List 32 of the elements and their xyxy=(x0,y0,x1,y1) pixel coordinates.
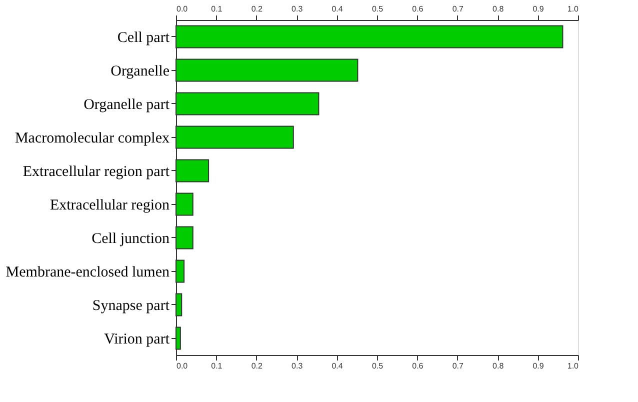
y-tick-label: Organelle part xyxy=(84,96,170,113)
x-tick-label: 0.0 xyxy=(176,362,188,370)
x-tick-label: 1.0 xyxy=(567,362,580,370)
y-tick-label: Synapse part xyxy=(92,298,170,314)
y-tick-label: Organelle xyxy=(110,63,170,80)
x-tick-label: 0.4 xyxy=(332,362,344,370)
x-tick-label: 0.1 xyxy=(211,362,223,370)
x2-tick-label: 1.0 xyxy=(567,4,580,14)
y-tick-label: Extracellular region part xyxy=(22,164,170,180)
x2-tick-label: 0.1 xyxy=(211,4,223,14)
x2-tick-label: 0.3 xyxy=(292,4,304,14)
x2-tick-label: 0.9 xyxy=(532,4,544,14)
x2-tick-label: 0.4 xyxy=(332,4,344,14)
x-tick-label: 0.2 xyxy=(251,362,264,370)
x2-tick-label: 0.5 xyxy=(372,4,384,14)
x-tick-label: 0.8 xyxy=(492,362,504,370)
x2-tick-label: 0.6 xyxy=(412,4,424,14)
y-tick-label: Cell junction xyxy=(92,230,170,247)
x-tick-label: 0.3 xyxy=(292,362,304,370)
x-tick-label: 0.9 xyxy=(532,362,544,370)
x-tick-label: 0.6 xyxy=(412,362,424,370)
y-tick-label: Extracellular region xyxy=(50,197,170,214)
x-tick-label: 0.7 xyxy=(452,362,464,370)
y-tick-label: Membrane-enclosed lumen xyxy=(6,264,170,280)
y-tick-label: Cell part xyxy=(117,30,170,46)
x2-tick-label: 0.8 xyxy=(492,4,504,14)
x2-tick-label: 0.2 xyxy=(251,4,264,14)
y-tick-label: Virion part xyxy=(104,331,170,348)
x2-tick-label: 0.0 xyxy=(176,4,188,14)
x-tick-label: 0.5 xyxy=(372,362,384,370)
y-tick-label: Macromolecular complex xyxy=(14,130,170,146)
x2-tick-label: 0.7 xyxy=(452,4,464,14)
